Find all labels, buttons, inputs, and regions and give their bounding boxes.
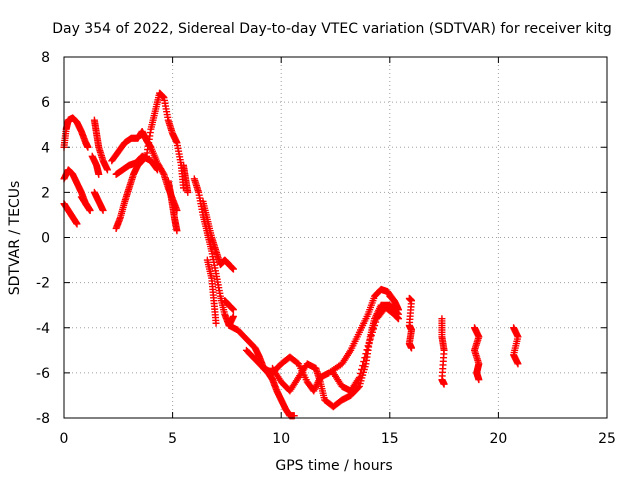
chart-title: Day 354 of 2022, Sidereal Day-to-day VTE…: [52, 21, 612, 37]
data-point: [95, 170, 103, 178]
data-point: [356, 369, 364, 377]
data-point: [361, 354, 369, 362]
data-point: [371, 321, 379, 329]
y-tick-label: -6: [36, 366, 50, 382]
data-points: [60, 89, 522, 420]
series-track-q: [225, 321, 298, 420]
data-point: [103, 166, 111, 174]
series-track-d: [77, 193, 94, 214]
data-point: [159, 169, 167, 177]
data-point: [153, 165, 161, 173]
data-point: [99, 206, 107, 214]
y-tick-label: 8: [41, 50, 50, 66]
data-point: [514, 360, 522, 368]
data-point: [84, 143, 92, 151]
x-axis-label: GPS time / hours: [275, 458, 392, 474]
x-tick-label: 0: [60, 431, 69, 447]
plot-frame: [63, 56, 608, 419]
data-point: [173, 227, 181, 235]
series-track-p: [221, 297, 237, 314]
series-track-n: [199, 197, 237, 273]
data-point: [408, 344, 416, 352]
y-tick-label: 4: [41, 140, 50, 156]
y-tick-label: -2: [36, 276, 50, 292]
series-track-o: [203, 256, 220, 327]
y-tick-label: 0: [41, 231, 50, 247]
data-point: [362, 350, 370, 358]
data-point: [73, 220, 81, 228]
data-point: [368, 328, 376, 336]
series-track-w: [438, 315, 448, 388]
x-tick-label: 20: [489, 431, 507, 447]
data-point: [229, 312, 237, 320]
data-point: [355, 373, 363, 381]
series-track-a: [60, 114, 92, 151]
series-track-e: [90, 188, 107, 214]
data-point: [367, 332, 375, 340]
series-track-v: [405, 294, 416, 352]
x-tick-label: 15: [381, 431, 399, 447]
series-track-g: [88, 152, 103, 178]
series-track-u: [386, 292, 402, 314]
series-track-l: [179, 161, 192, 196]
y-axis-label: SDTVAR / TECUs: [7, 181, 23, 296]
data-point: [394, 306, 402, 314]
data-point: [363, 346, 371, 354]
data-point: [86, 206, 94, 214]
data-point: [365, 338, 373, 346]
data-point: [364, 342, 372, 350]
series-track-f: [90, 116, 111, 174]
data-point: [184, 188, 192, 196]
series-track-y: [510, 324, 522, 368]
y-tick-label: -8: [36, 411, 50, 427]
series-track-x: [471, 324, 483, 384]
data-point: [358, 365, 366, 373]
x-tick-label: 25: [598, 431, 616, 447]
x-tick-label: 5: [168, 431, 177, 447]
data-point: [229, 306, 237, 314]
y-tick-label: -4: [36, 321, 50, 337]
series-track-c: [60, 200, 81, 228]
series-track-h: [108, 127, 181, 214]
y-tick-label: 2: [41, 185, 50, 201]
data-point: [359, 362, 367, 370]
y-tick-label: 6: [41, 95, 50, 111]
data-point: [394, 315, 402, 323]
data-point: [229, 265, 237, 273]
series-track-t: [329, 303, 402, 395]
data-point: [372, 318, 380, 326]
data-point: [370, 325, 378, 333]
x-tick-label: 10: [272, 431, 290, 447]
data-point: [366, 335, 374, 343]
series-track-k: [164, 177, 181, 235]
data-point: [475, 376, 483, 384]
data-point: [440, 380, 448, 388]
data-point: [153, 166, 161, 174]
grid: [64, 57, 607, 418]
data-point: [360, 358, 368, 366]
data-point: [212, 319, 220, 327]
